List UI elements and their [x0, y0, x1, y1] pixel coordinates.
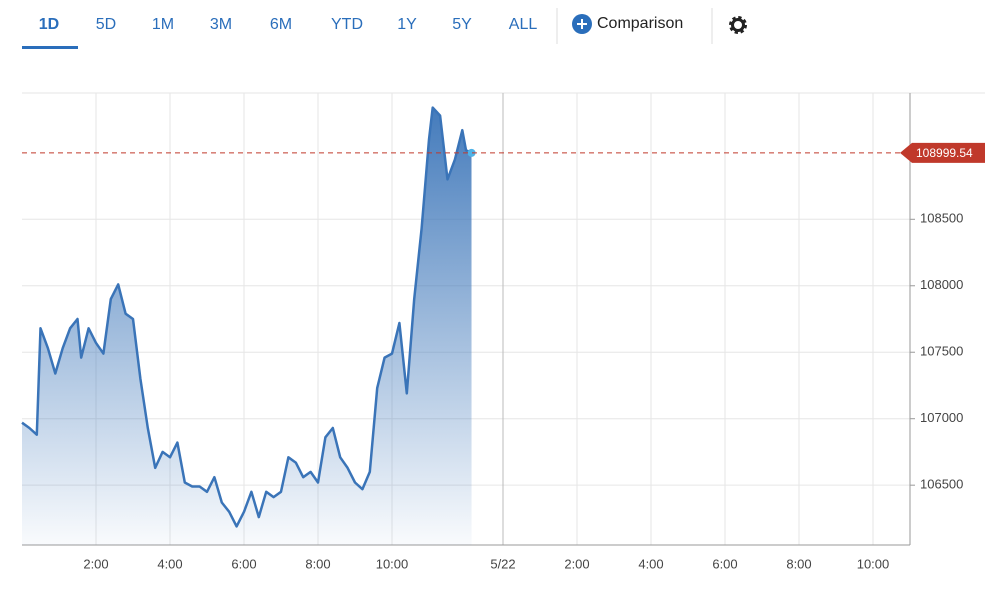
plus-sign [577, 19, 587, 29]
last-price-label: 108999.54 [916, 146, 973, 160]
last-price-badge [900, 142, 985, 163]
area-fill [22, 107, 472, 545]
range-tab[interactable]: 5D [96, 16, 116, 33]
range-tab[interactable]: YTD [331, 16, 363, 33]
range-tab[interactable]: 3M [210, 16, 232, 33]
x-tick-label: 5/22 [490, 556, 515, 571]
x-tick-label: 8:00 [305, 556, 330, 571]
y-tick-label: 107500 [920, 344, 963, 359]
x-tick-label: 6:00 [712, 556, 737, 571]
y-tick-label: 108500 [920, 211, 963, 226]
x-tick-label: 2:00 [83, 556, 108, 571]
range-tab[interactable]: 1D [39, 16, 59, 33]
x-tick-label: 10:00 [857, 556, 890, 571]
gear-icon [731, 18, 745, 32]
last-point [467, 148, 476, 157]
selected-underline [22, 46, 78, 49]
x-tick-label: 6:00 [231, 556, 256, 571]
y-tick-label: 108000 [920, 277, 963, 292]
y-tick-label: 107000 [920, 410, 963, 425]
settings-button[interactable] [729, 16, 747, 34]
range-tab[interactable]: 6M [270, 16, 292, 33]
range-tab[interactable]: 1Y [397, 16, 417, 33]
x-tick-label: 4:00 [638, 556, 663, 571]
comparison-label[interactable]: Comparison [597, 15, 683, 32]
x-tick-label: 4:00 [157, 556, 182, 571]
price-line [21, 106, 473, 528]
x-tick-label: 10:00 [376, 556, 409, 571]
y-tick-label: 106500 [920, 477, 963, 492]
range-tab[interactable]: ALL [509, 16, 538, 33]
x-tick-label: 2:00 [564, 556, 589, 571]
comparison-button[interactable]: Comparison [572, 14, 683, 34]
range-tab[interactable]: 1M [152, 16, 174, 33]
range-tab[interactable]: 5Y [452, 16, 472, 33]
x-tick-label: 8:00 [786, 556, 811, 571]
